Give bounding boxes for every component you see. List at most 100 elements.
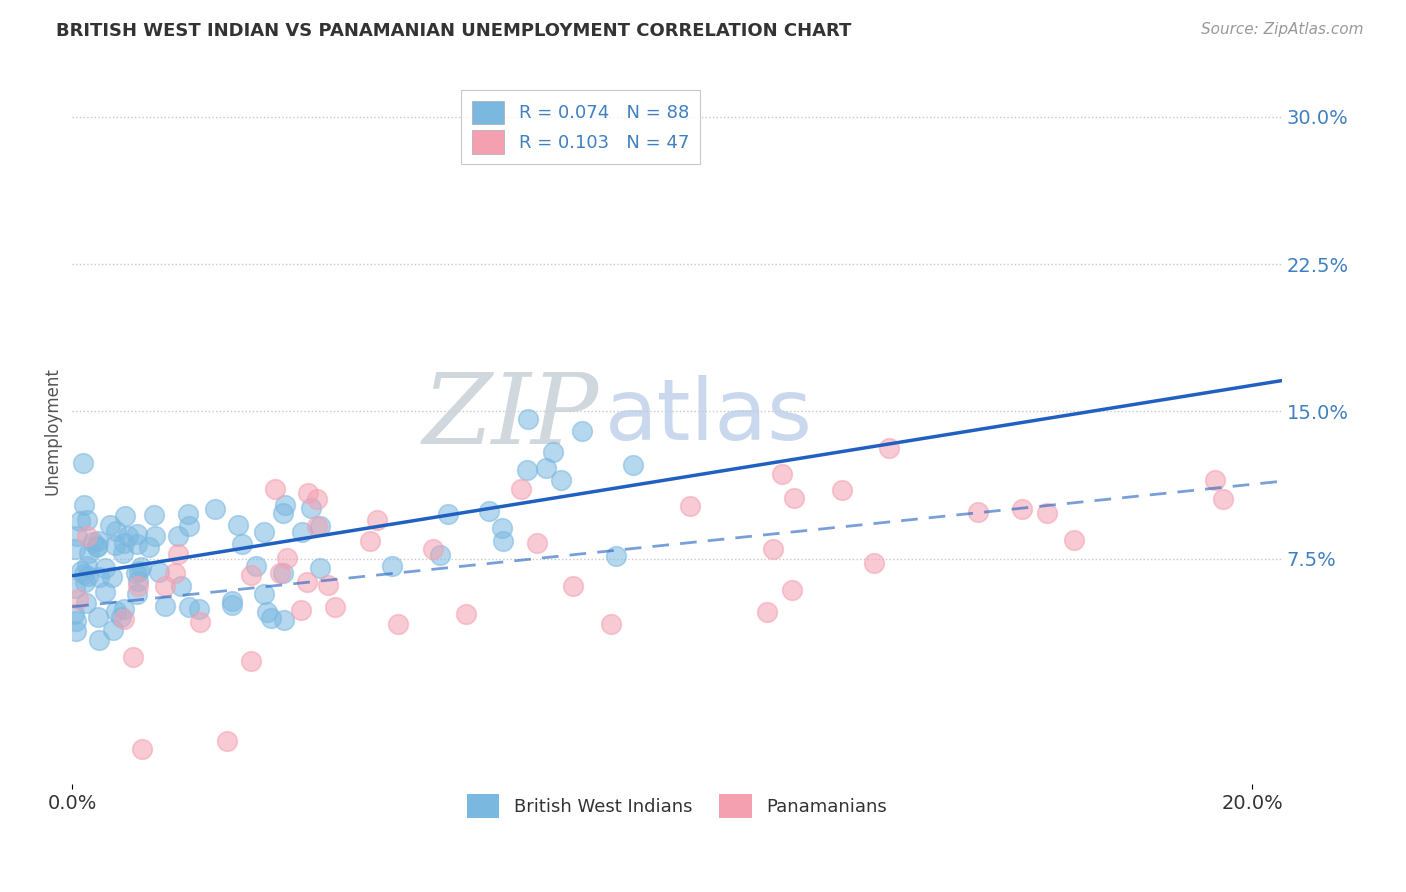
Point — [76, 529, 98, 543]
Point — [599, 617, 621, 632]
Point — [98, 518, 121, 533]
Y-axis label: Unemployment: Unemployment — [44, 367, 60, 495]
Point — [125, 566, 148, 580]
Text: Source: ZipAtlas.com: Source: ZipAtlas.com — [1201, 22, 1364, 37]
Point — [387, 617, 409, 632]
Point — [1036, 506, 1059, 520]
Point — [93, 585, 115, 599]
Point — [381, 559, 404, 574]
Point — [110, 609, 132, 624]
Point — [82, 534, 104, 549]
Legend: British West Indians, Panamanians: British West Indians, Panamanians — [460, 788, 894, 825]
Point — [621, 458, 644, 473]
Point — [66, 592, 89, 607]
Point — [605, 549, 627, 564]
Point — [678, 499, 700, 513]
Point — [167, 547, 190, 561]
Point — [104, 524, 127, 539]
Point — [127, 574, 149, 589]
Point — [131, 742, 153, 756]
Point — [105, 603, 128, 617]
Point — [534, 461, 557, 475]
Point — [77, 569, 100, 583]
Point — [112, 546, 135, 560]
Point — [187, 602, 209, 616]
Point — [101, 570, 124, 584]
Point — [75, 575, 97, 590]
Point — [179, 519, 201, 533]
Point — [1204, 473, 1226, 487]
Point — [76, 558, 98, 573]
Point — [478, 504, 501, 518]
Point — [1011, 501, 1033, 516]
Point — [543, 445, 565, 459]
Text: BRITISH WEST INDIAN VS PANAMANIAN UNEMPLOYMENT CORRELATION CHART: BRITISH WEST INDIAN VS PANAMANIAN UNEMPL… — [56, 22, 852, 40]
Point — [188, 615, 211, 630]
Point — [245, 559, 267, 574]
Point — [62, 607, 84, 622]
Point — [782, 491, 804, 505]
Point — [309, 519, 332, 533]
Point — [271, 566, 294, 580]
Point — [756, 606, 779, 620]
Point — [221, 598, 243, 612]
Text: ZIP: ZIP — [422, 369, 599, 465]
Point — [125, 587, 148, 601]
Point — [66, 529, 89, 543]
Point — [276, 550, 298, 565]
Point — [966, 505, 988, 519]
Point — [163, 566, 186, 581]
Point — [516, 463, 538, 477]
Point — [87, 610, 110, 624]
Point — [145, 529, 167, 543]
Point — [780, 583, 803, 598]
Point — [260, 611, 283, 625]
Point — [239, 654, 262, 668]
Point — [509, 482, 531, 496]
Point — [290, 602, 312, 616]
Point — [70, 564, 93, 578]
Point — [122, 650, 145, 665]
Point — [316, 578, 339, 592]
Point — [153, 579, 176, 593]
Point — [454, 607, 477, 622]
Point — [65, 614, 87, 628]
Point — [297, 486, 319, 500]
Point — [142, 508, 165, 523]
Point — [231, 537, 253, 551]
Point — [274, 498, 297, 512]
Point — [204, 502, 226, 516]
Point — [437, 508, 460, 522]
Point — [170, 579, 193, 593]
Point — [69, 514, 91, 528]
Point — [87, 632, 110, 647]
Point — [550, 473, 572, 487]
Point — [516, 412, 538, 426]
Point — [422, 542, 444, 557]
Point — [323, 600, 346, 615]
Point — [562, 579, 585, 593]
Point — [571, 424, 593, 438]
Point — [114, 509, 136, 524]
Point — [177, 507, 200, 521]
Point — [138, 540, 160, 554]
Point — [240, 567, 263, 582]
Point — [179, 599, 201, 614]
Point — [271, 506, 294, 520]
Point — [863, 556, 886, 570]
Point — [217, 734, 239, 748]
Point — [307, 492, 329, 507]
Point — [263, 483, 285, 497]
Point — [77, 546, 100, 560]
Point — [72, 456, 94, 470]
Point — [167, 529, 190, 543]
Point — [290, 525, 312, 540]
Point — [308, 561, 330, 575]
Point — [295, 575, 318, 590]
Point — [112, 612, 135, 626]
Point — [63, 581, 86, 595]
Point — [65, 624, 87, 638]
Point — [114, 602, 136, 616]
Point — [1063, 533, 1085, 548]
Point — [273, 613, 295, 627]
